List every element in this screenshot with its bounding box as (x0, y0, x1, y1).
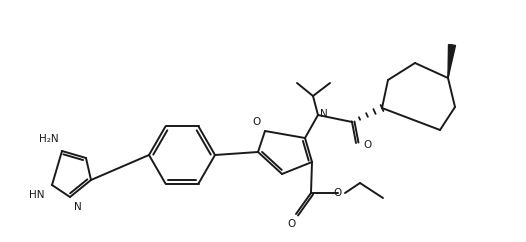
Text: O: O (363, 140, 371, 150)
Text: O: O (334, 188, 342, 198)
Polygon shape (448, 45, 456, 78)
Text: HN: HN (29, 190, 45, 200)
Text: N: N (74, 202, 82, 212)
Text: N: N (320, 109, 328, 119)
Text: O: O (288, 219, 296, 229)
Text: H₂N: H₂N (39, 134, 59, 144)
Text: O: O (253, 117, 261, 127)
